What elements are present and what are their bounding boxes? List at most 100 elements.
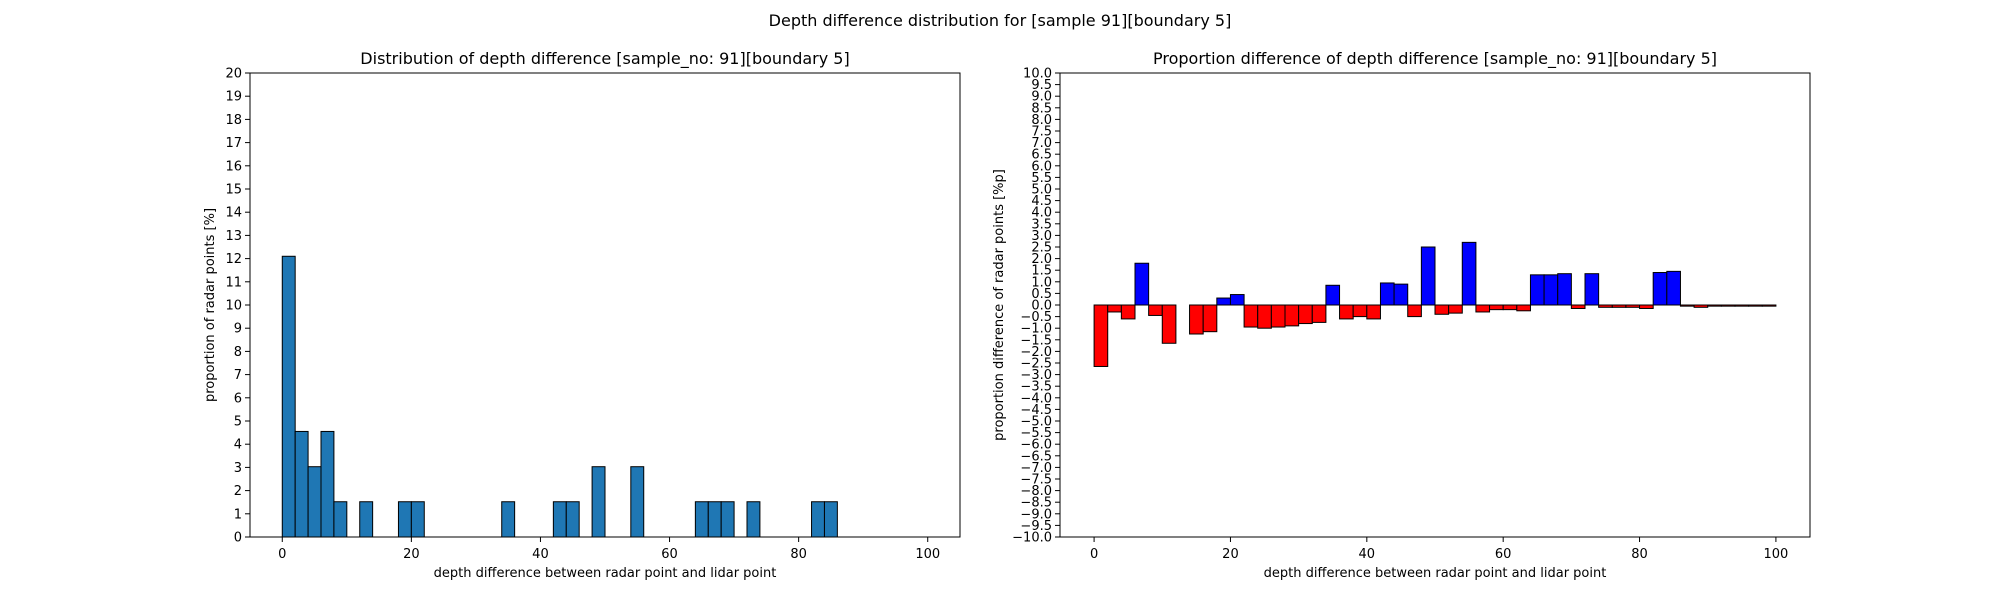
bar-9 bbox=[1216, 297, 1231, 306]
y-tick-label: 6.0 bbox=[1031, 159, 1052, 174]
y-tick-label: −1.5 bbox=[1020, 333, 1052, 348]
y-tick-label: −2.5 bbox=[1020, 357, 1052, 372]
bar-9 bbox=[552, 501, 567, 538]
bar-13 bbox=[694, 501, 709, 538]
y-tick-label: 8 bbox=[234, 345, 242, 360]
bar-41 bbox=[1652, 272, 1668, 306]
bar-31 bbox=[1516, 304, 1531, 312]
bar-35 bbox=[1570, 304, 1586, 309]
y-tick-label: 0 bbox=[234, 531, 242, 546]
y-tick-label: 20 bbox=[225, 67, 242, 82]
bar-5 bbox=[1161, 304, 1177, 344]
y-tick-label: 8.0 bbox=[1031, 113, 1052, 128]
bar-38 bbox=[1611, 304, 1627, 308]
x-tick-label: 80 bbox=[790, 547, 807, 562]
y-tick-label: −4.5 bbox=[1020, 403, 1052, 418]
x-tick-label: 100 bbox=[915, 547, 940, 562]
bar-4 bbox=[1148, 304, 1163, 316]
y-tick-label: −9.0 bbox=[1020, 507, 1052, 522]
distribution-chart: 0 20 40 60 80 1000123456789101112131415161718… bbox=[203, 49, 961, 581]
y-tick-label: 2 bbox=[234, 484, 242, 499]
y-tick-label: −10.0 bbox=[1012, 531, 1052, 546]
chart-title: Distribution of depth difference [sample… bbox=[360, 49, 849, 69]
bar-48 bbox=[1748, 304, 1763, 307]
bar-2 bbox=[1120, 304, 1136, 320]
bar-33 bbox=[1543, 274, 1559, 306]
bar-11 bbox=[1243, 304, 1259, 328]
y-tick-label: 5.0 bbox=[1031, 183, 1052, 198]
bar-10 bbox=[1229, 294, 1245, 306]
y-tick-label: 18 bbox=[225, 113, 242, 128]
bar-7 bbox=[410, 501, 425, 538]
y-tick-label: −8.0 bbox=[1020, 484, 1052, 499]
y-tick-label: −0.5 bbox=[1020, 310, 1052, 325]
y-tick-label: 5 bbox=[234, 415, 242, 430]
bar-12 bbox=[630, 466, 645, 538]
y-tick-label: −5.0 bbox=[1020, 415, 1052, 430]
y-tick-label: 12 bbox=[225, 252, 242, 267]
bar-18 bbox=[823, 501, 838, 538]
y-tick-label: 14 bbox=[225, 206, 242, 221]
y-tick-label: 4.5 bbox=[1031, 194, 1052, 209]
y-tick-label: 17 bbox=[225, 136, 242, 151]
x-tick-label: 40 bbox=[1359, 547, 1376, 562]
y-tick-label: 1.0 bbox=[1031, 275, 1052, 290]
x-tick-label: 20 bbox=[403, 547, 420, 562]
x-tick-label: 80 bbox=[1631, 547, 1648, 562]
bar-46 bbox=[1720, 304, 1736, 307]
y-tick-label: 1 bbox=[234, 507, 242, 522]
bar-4 bbox=[333, 501, 348, 538]
bar-7 bbox=[1189, 304, 1204, 335]
bar-28 bbox=[1475, 304, 1491, 313]
bar-21 bbox=[1379, 282, 1395, 306]
y-tick-label: −8.5 bbox=[1020, 496, 1052, 511]
y-tick-label: 0.0 bbox=[1031, 299, 1052, 314]
y-tick-label: −9.5 bbox=[1020, 519, 1052, 534]
x-axis-label: depth difference between radar point and… bbox=[1264, 566, 1607, 581]
bar-3 bbox=[1134, 262, 1150, 306]
y-tick-label: 10 bbox=[225, 299, 242, 314]
bar-49 bbox=[1761, 304, 1777, 307]
bar-43 bbox=[1679, 304, 1695, 307]
bar-26 bbox=[1448, 304, 1463, 314]
y-tick-label: 19 bbox=[225, 90, 242, 105]
bar-47 bbox=[1734, 304, 1750, 307]
x-tick-label: 0 bbox=[1090, 547, 1098, 562]
bar-16 bbox=[1311, 304, 1327, 323]
x-axis-ticks: 0 20 40 60 80 100 bbox=[1090, 537, 1788, 562]
bar-23 bbox=[1407, 304, 1422, 318]
x-axis-label: depth difference between radar point and… bbox=[434, 566, 777, 581]
y-tick-label: 10.0 bbox=[1023, 67, 1052, 82]
bar-2 bbox=[307, 466, 322, 538]
y-tick-label: 2.0 bbox=[1031, 252, 1052, 267]
x-axis-ticks: 0 20 40 60 80 100 bbox=[278, 537, 940, 562]
y-tick-label: 3.0 bbox=[1031, 229, 1052, 244]
x-tick-label: 20 bbox=[1222, 547, 1239, 562]
y-tick-label: 11 bbox=[225, 275, 242, 290]
y-tick-label: 0.5 bbox=[1031, 287, 1052, 302]
y-tick-label: 15 bbox=[225, 183, 242, 198]
bar-8 bbox=[501, 501, 516, 538]
bar-39 bbox=[1625, 304, 1641, 308]
y-tick-label: 4.0 bbox=[1031, 206, 1052, 221]
x-tick-label: 0 bbox=[278, 547, 286, 562]
y-tick-label: −2.0 bbox=[1020, 345, 1052, 360]
bar-42 bbox=[1666, 270, 1681, 306]
y-tick-label: 7 bbox=[234, 368, 242, 383]
bar-15 bbox=[1298, 304, 1313, 325]
y-axis-label: proportion difference of radar points [%… bbox=[992, 169, 1007, 441]
bar-17 bbox=[811, 501, 825, 538]
y-tick-label: 16 bbox=[225, 159, 242, 174]
y-tick-label: 1.5 bbox=[1031, 264, 1052, 279]
y-tick-label: 9 bbox=[234, 322, 242, 337]
bar-22 bbox=[1393, 283, 1409, 306]
figure-suptitle: Depth difference distribution for [sampl… bbox=[769, 11, 1232, 30]
y-tick-label: −1.0 bbox=[1020, 322, 1052, 337]
bar-8 bbox=[1202, 304, 1218, 333]
bar-3 bbox=[320, 430, 335, 538]
y-tick-label: 5.5 bbox=[1031, 171, 1052, 186]
y-tick-label: 7.5 bbox=[1031, 125, 1052, 140]
bar-19 bbox=[1352, 304, 1368, 318]
